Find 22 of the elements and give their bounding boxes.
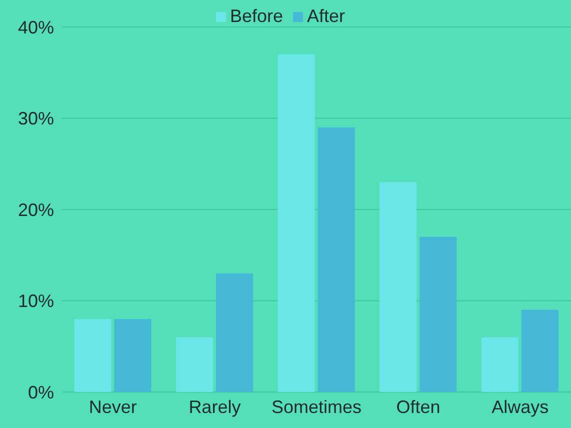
- bar: [521, 310, 558, 392]
- x-tick-label: Sometimes: [271, 396, 362, 417]
- y-tick-label: 20%: [18, 200, 54, 220]
- bar: [420, 236, 457, 392]
- x-tick-label: Rarely: [188, 396, 241, 417]
- x-tick-label: Never: [88, 396, 137, 417]
- y-tick-label: 30%: [18, 108, 54, 129]
- y-tick-label: 0%: [28, 382, 54, 402]
- bar: [481, 337, 518, 392]
- y-tick-label: 40%: [18, 17, 54, 38]
- bar: [318, 127, 355, 392]
- bar: [278, 54, 315, 392]
- bar: [176, 337, 214, 392]
- bar: [216, 273, 254, 392]
- legend-label: Before: [230, 6, 284, 26]
- bar: [114, 319, 152, 392]
- bar: [74, 319, 112, 392]
- legend-label: After: [307, 6, 346, 26]
- bar: [380, 182, 417, 392]
- y-tick-label: 10%: [18, 291, 54, 312]
- x-tick-label: Often: [396, 396, 440, 417]
- x-tick-label: Always: [492, 396, 549, 417]
